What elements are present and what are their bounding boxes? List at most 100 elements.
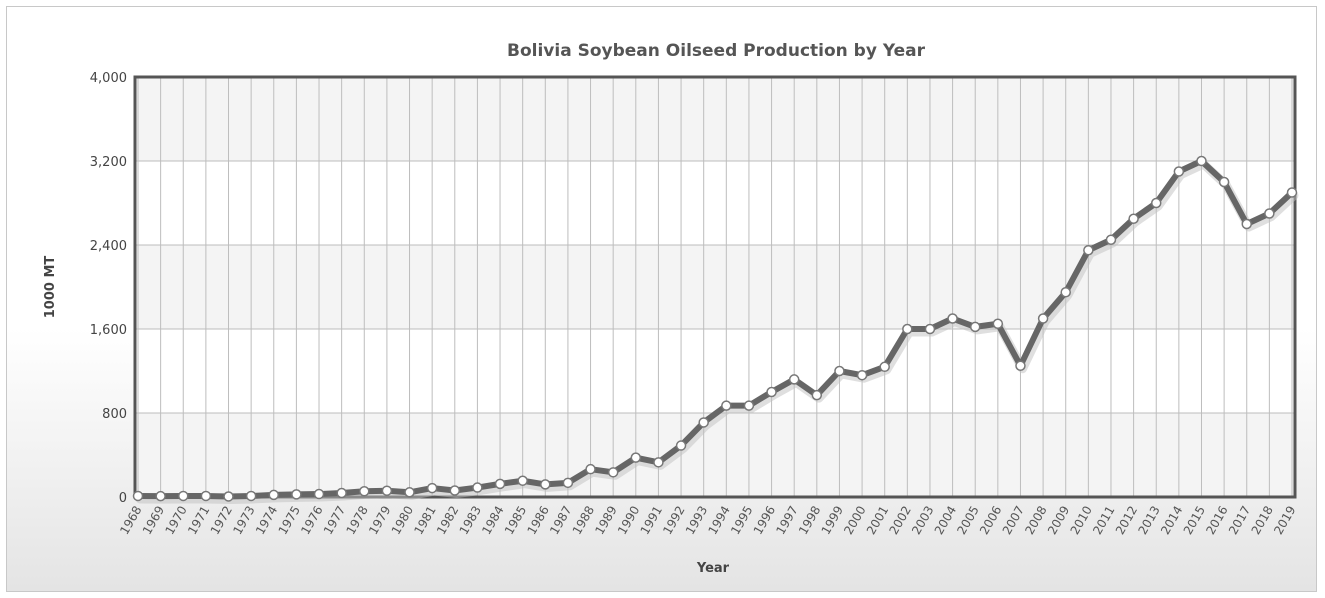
y-tick-label: 4,000: [90, 71, 127, 86]
data-point[interactable]: [630, 452, 642, 463]
data-point[interactable]: [562, 477, 574, 489]
x-tick-label: 2014: [1158, 504, 1185, 537]
data-point[interactable]: [155, 490, 166, 502]
data-point[interactable]: [924, 323, 936, 335]
data-point[interactable]: [1037, 313, 1049, 324]
data-point[interactable]: [1015, 360, 1026, 371]
data-point[interactable]: [426, 482, 438, 494]
x-tick-label: 1968: [117, 504, 144, 537]
x-tick-label: 2013: [1135, 504, 1162, 537]
x-tick-label: 1984: [479, 503, 506, 536]
series-line: [135, 158, 1295, 500]
x-tick-label: 2006: [977, 504, 1004, 537]
data-point[interactable]: [291, 489, 302, 500]
data-point[interactable]: [675, 440, 687, 451]
data-point[interactable]: [1150, 197, 1162, 209]
chart-title: Bolivia Soybean Oilseed Production by Ye…: [507, 41, 926, 61]
x-tick-label: 1999: [819, 504, 846, 537]
data-point[interactable]: [268, 489, 280, 501]
data-point[interactable]: [1060, 287, 1071, 298]
data-point[interactable]: [721, 400, 732, 411]
data-point[interactable]: [540, 479, 551, 490]
series-line-shadow: [135, 159, 1299, 504]
x-tick-label: 2017: [1226, 504, 1253, 537]
data-point[interactable]: [856, 369, 868, 381]
x-tick-label: 1992: [660, 504, 687, 537]
data-point[interactable]: [992, 318, 1004, 329]
data-point[interactable]: [1105, 234, 1117, 245]
data-point[interactable]: [1128, 213, 1139, 224]
x-tick-label: 1990: [615, 504, 642, 537]
x-tick-label: 2008: [1022, 504, 1049, 537]
x-tick-label: 1991: [638, 504, 665, 537]
data-point[interactable]: [313, 488, 325, 500]
data-point[interactable]: [200, 490, 212, 502]
grid-lines: [135, 76, 1295, 498]
data-point[interactable]: [1083, 245, 1094, 256]
x-tick-label: 1978: [343, 504, 370, 537]
data-point[interactable]: [766, 386, 777, 398]
x-tick-label: 2011: [1090, 504, 1117, 537]
x-tick-label: 2005: [954, 504, 981, 537]
plot-band: [135, 245, 1295, 329]
data-point[interactable]: [336, 487, 347, 499]
x-axis-ticks: 1968196919701971197219731974197519761977…: [117, 503, 1298, 536]
data-point[interactable]: [698, 417, 709, 428]
data-point[interactable]: [245, 490, 257, 502]
data-point[interactable]: [178, 490, 189, 502]
x-tick-label: 1970: [162, 504, 189, 537]
data-point[interactable]: [1218, 176, 1230, 188]
x-tick-label: 2009: [1045, 504, 1072, 537]
data-point[interactable]: [1196, 155, 1207, 167]
x-tick-label: 1995: [728, 504, 755, 537]
x-tick-label: 1989: [592, 504, 619, 537]
data-point[interactable]: [472, 482, 483, 493]
data-point[interactable]: [1264, 208, 1275, 219]
plot-band: [135, 77, 1295, 161]
plot-band: [135, 413, 1295, 497]
data-point[interactable]: [223, 491, 234, 502]
data-point[interactable]: [788, 374, 800, 385]
data-point[interactable]: [449, 485, 461, 496]
data-point[interactable]: [1286, 187, 1298, 198]
x-tick-label: 1987: [547, 504, 574, 537]
data-point[interactable]: [359, 485, 370, 497]
y-tick-label: 3,200: [90, 155, 127, 170]
data-point[interactable]: [132, 490, 144, 502]
x-tick-label: 1975: [276, 504, 303, 537]
data-point[interactable]: [902, 323, 913, 335]
data-point[interactable]: [607, 467, 619, 478]
data-point[interactable]: [969, 321, 981, 333]
x-tick-label: 2018: [1249, 504, 1276, 537]
data-point[interactable]: [1241, 218, 1252, 230]
x-tick-label: 2010: [1068, 504, 1095, 537]
data-point[interactable]: [834, 365, 845, 377]
x-tick-label: 1971: [185, 504, 212, 537]
data-point[interactable]: [517, 475, 528, 486]
plot-border: [133, 75, 1297, 499]
x-tick-label: 1986: [524, 504, 551, 537]
data-point[interactable]: [404, 487, 415, 498]
x-tick-label: 2004: [932, 504, 959, 537]
x-axis-title: Year: [696, 561, 730, 576]
data-point[interactable]: [947, 313, 958, 324]
x-tick-label: 2016: [1203, 504, 1230, 537]
data-point[interactable]: [381, 485, 393, 496]
x-tick-label: 2019: [1271, 504, 1298, 537]
data-point[interactable]: [585, 463, 596, 475]
x-tick-label: 1982: [434, 504, 461, 537]
x-tick-label: 1976: [298, 504, 325, 537]
data-point[interactable]: [494, 478, 506, 490]
x-tick-label: 1997: [773, 504, 800, 537]
x-tick-label: 1973: [230, 504, 257, 537]
data-point[interactable]: [743, 400, 755, 411]
data-point[interactable]: [653, 457, 664, 468]
line-chart: Bolivia Soybean Oilseed Production by Ye…: [43, 41, 1299, 576]
data-point[interactable]: [879, 361, 890, 373]
x-tick-label: 1977: [321, 504, 348, 537]
y-tick-label: 0: [119, 491, 127, 506]
data-point[interactable]: [811, 389, 823, 401]
y-tick-label: 2,400: [90, 239, 127, 254]
series-layer: [132, 155, 1299, 504]
data-point[interactable]: [1173, 166, 1185, 177]
